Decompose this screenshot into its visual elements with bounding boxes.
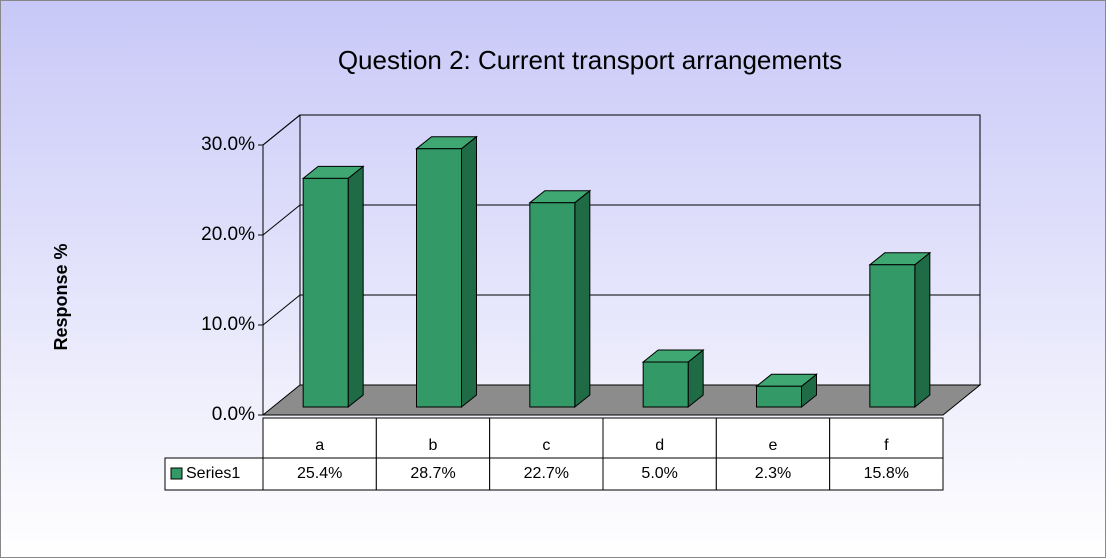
bar-face — [461, 135, 477, 409]
x-tick-label: c — [542, 437, 550, 454]
chart-title: Question 2: Current transport arrangemen… — [338, 45, 842, 75]
bar-face — [574, 189, 591, 409]
bar-face — [756, 385, 802, 408]
bar-face — [869, 264, 916, 408]
x-tick-label: b — [429, 437, 438, 454]
table-cell — [715, 417, 831, 459]
y-tick-label: 20.0% — [201, 224, 255, 245]
table-cell — [262, 417, 377, 459]
bar-face — [642, 361, 689, 408]
y-axis-label: Response % — [51, 243, 71, 350]
table-cell — [602, 417, 717, 459]
grid-line — [262, 204, 301, 236]
x-tick-label: e — [769, 437, 778, 454]
table-cell — [829, 457, 944, 491]
bar-face — [302, 177, 349, 408]
table-cell — [829, 417, 944, 459]
bar-face — [347, 165, 364, 409]
bar-face — [914, 251, 931, 409]
x-tick-label: d — [655, 437, 664, 454]
bar-face — [416, 148, 462, 408]
bar — [755, 373, 818, 409]
data-label: 22.7% — [524, 465, 569, 482]
data-label: 5.0% — [641, 465, 677, 482]
bar — [415, 135, 478, 409]
y-tick-label: 10.0% — [201, 314, 255, 335]
data-label: 2.3% — [755, 465, 791, 482]
bar — [528, 189, 592, 409]
bar — [301, 165, 365, 409]
table-cell — [262, 457, 377, 491]
y-tick-label: 0.0% — [212, 404, 255, 425]
grid-line — [262, 294, 301, 326]
y-tick-label: 30.0% — [201, 134, 255, 155]
data-label: 25.4% — [297, 465, 342, 482]
legend-swatch — [170, 467, 183, 480]
table-cell — [715, 457, 831, 491]
x-tick-label: f — [884, 437, 889, 454]
legend-label: Series1 — [186, 465, 240, 482]
data-label: 28.7% — [410, 465, 455, 482]
bar — [868, 251, 932, 409]
x-tick-label: a — [315, 437, 324, 454]
bar-face — [529, 202, 576, 408]
bar — [641, 348, 705, 409]
grid-line — [262, 114, 301, 146]
data-label: 15.8% — [864, 465, 909, 482]
